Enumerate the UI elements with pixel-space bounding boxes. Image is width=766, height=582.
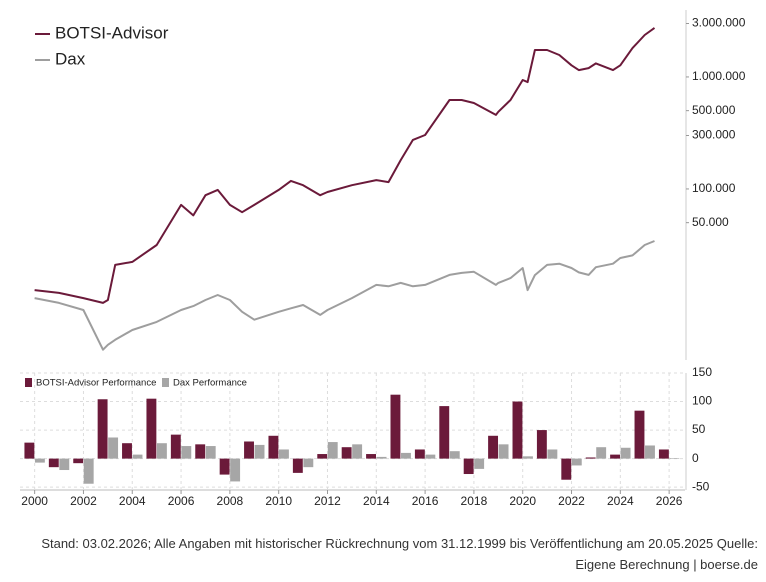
- x-tick-label: 2012: [314, 494, 341, 508]
- bar: [83, 458, 94, 484]
- bar: [195, 444, 206, 459]
- bar: [512, 401, 523, 459]
- y-tick-label: -50: [692, 479, 710, 493]
- bar: [474, 458, 485, 469]
- bar: [146, 398, 157, 459]
- bar: [170, 434, 181, 459]
- bar: [571, 458, 582, 466]
- bar: [414, 449, 425, 459]
- bar: [278, 449, 289, 459]
- bar: [48, 458, 59, 468]
- bar: [425, 454, 436, 459]
- bar: [156, 443, 167, 459]
- bar: [352, 444, 363, 459]
- bar: [97, 399, 108, 459]
- legend-label: BOTSI-Advisor Performance: [36, 378, 156, 389]
- bar: [610, 454, 621, 459]
- legend-swatch: [162, 378, 169, 387]
- bar: [366, 454, 376, 459]
- x-tick-label: 2006: [168, 494, 195, 508]
- bar: [108, 437, 119, 459]
- bar: [303, 458, 314, 468]
- x-tick-label: 2002: [70, 494, 97, 508]
- legend-label: Dax: [55, 49, 86, 68]
- bar: [205, 446, 216, 459]
- y-tick-label: 3.000.000: [692, 16, 746, 30]
- bar: [439, 406, 450, 459]
- bar: [449, 451, 460, 459]
- x-tick-label: 2004: [119, 494, 146, 508]
- bar: [463, 458, 474, 475]
- x-tick-label: 2024: [607, 494, 634, 508]
- bar: [620, 447, 631, 459]
- y-tick-label: 100.000: [692, 181, 736, 195]
- x-tick-label: 2010: [265, 494, 292, 508]
- y-tick-label: 100: [692, 394, 712, 408]
- bar: [73, 458, 84, 464]
- bar: [585, 457, 596, 459]
- x-tick-label: 2008: [217, 494, 244, 508]
- bar: [596, 447, 607, 459]
- x-tick-label: 2026: [656, 494, 683, 508]
- y-tick-label: 300.000: [692, 128, 736, 142]
- legend-swatch: [25, 378, 32, 387]
- bar: [634, 410, 645, 459]
- y-tick-label: 150: [692, 365, 712, 379]
- bar: [376, 456, 387, 459]
- bar: [244, 441, 254, 459]
- y-tick-label: 1.000.000: [692, 69, 746, 83]
- bar: [59, 458, 70, 471]
- legend-label: Dax Performance: [173, 378, 247, 389]
- x-tick-label: 2018: [461, 494, 488, 508]
- y-tick-label: 50: [692, 422, 706, 436]
- bar: [561, 458, 572, 480]
- x-tick-label: 2020: [509, 494, 536, 508]
- bar: [24, 442, 35, 459]
- footer-line: Eigene Berechnung | boerse.de: [575, 557, 758, 572]
- y-tick-label: 50.000: [692, 215, 729, 229]
- bar: [390, 394, 401, 459]
- bar: [268, 435, 279, 459]
- bar: [317, 454, 328, 459]
- bar: [658, 449, 669, 459]
- bar: [645, 445, 655, 459]
- footer-line: Stand: 03.02.2026; Alle Angaben mit hist…: [41, 536, 758, 551]
- bar: [122, 443, 132, 459]
- bar: [547, 449, 558, 459]
- bar: [536, 430, 547, 459]
- bar: [488, 435, 499, 459]
- bar: [498, 444, 509, 459]
- bar: [523, 456, 533, 459]
- bar: [341, 447, 352, 459]
- y-tick-label: 500.000: [692, 103, 736, 117]
- x-tick-label: 2014: [363, 494, 390, 508]
- bar: [400, 452, 411, 459]
- bar: [669, 458, 680, 459]
- bar: [292, 458, 303, 473]
- bar: [254, 444, 265, 459]
- bar: [132, 454, 143, 459]
- line: [34, 240, 655, 351]
- y-tick-label: 0: [692, 451, 699, 465]
- x-tick-label: 2016: [412, 494, 439, 508]
- line: [34, 27, 656, 304]
- bar: [34, 458, 45, 463]
- chart: 50.000 100.000 300.000 500.000 1.000.000 3.00…: [20, 10, 746, 508]
- legend-label: BOTSI-Advisor: [55, 23, 169, 42]
- x-tick-label: 2022: [558, 494, 585, 508]
- bar: [327, 442, 338, 459]
- bar: [181, 446, 192, 459]
- x-tick-label: 2000: [21, 494, 48, 508]
- bar: [230, 458, 241, 482]
- bar: [219, 458, 230, 475]
